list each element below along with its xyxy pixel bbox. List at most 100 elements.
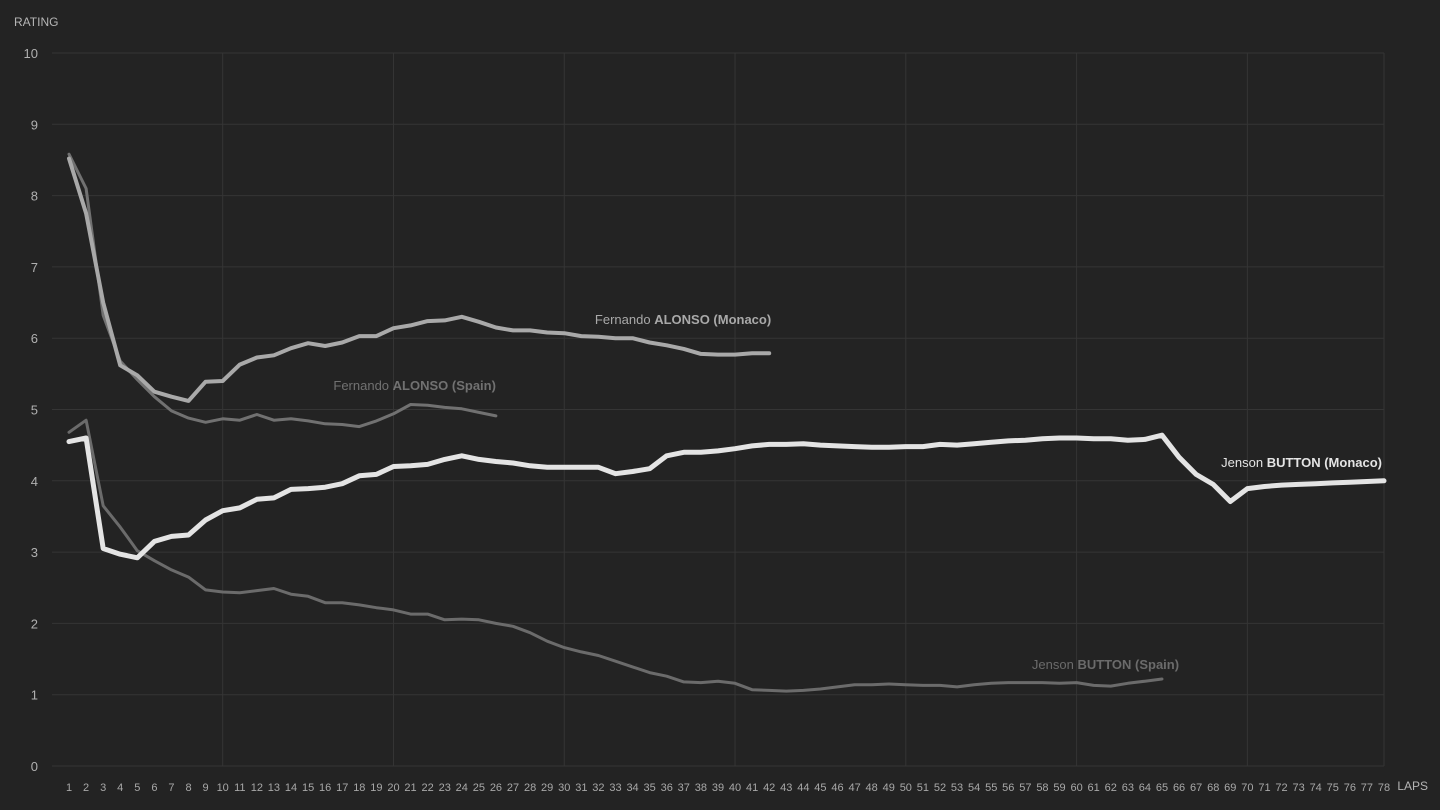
series-lines — [66, 152, 1387, 693]
x-tick-label: 33 — [609, 782, 621, 794]
x-tick-label: 13 — [268, 782, 280, 794]
x-tick-label: 48 — [866, 782, 878, 794]
x-tick-label: 8 — [185, 782, 191, 794]
x-tick-label: 71 — [1258, 782, 1270, 794]
x-tick-label: 59 — [1053, 782, 1065, 794]
x-tick-label: 77 — [1361, 782, 1373, 794]
x-tick-label: 42 — [763, 782, 775, 794]
x-tick-label: 10 — [217, 782, 229, 794]
y-tick-label: 4 — [31, 474, 38, 489]
x-tick-label: 44 — [797, 782, 809, 794]
series-line-2 — [67, 156, 772, 403]
y-tick-label: 7 — [31, 260, 38, 275]
y-tick-label: 8 — [31, 189, 38, 204]
x-tick-label: 32 — [592, 782, 604, 794]
x-tick-label: 67 — [1190, 782, 1202, 794]
x-tick-label: 38 — [695, 782, 707, 794]
x-tick-label: 36 — [661, 782, 673, 794]
y-axis-title: RATING — [14, 15, 58, 29]
x-tick-label: 65 — [1156, 782, 1168, 794]
series-label-last-name: ALONSO (Spain) — [393, 378, 496, 393]
x-tick-label: 55 — [985, 782, 997, 794]
x-tick-label: 58 — [1036, 782, 1048, 794]
y-tick-label: 0 — [31, 759, 38, 774]
x-tick-label: 46 — [831, 782, 843, 794]
x-tick-label: 49 — [883, 782, 895, 794]
x-tick-label: 40 — [729, 782, 741, 794]
series-label-last-name: ALONSO (Monaco) — [654, 312, 771, 327]
x-tick-label: 53 — [951, 782, 963, 794]
x-tick-label: 27 — [507, 782, 519, 794]
x-tick-label: 34 — [626, 782, 638, 794]
x-tick-label: 41 — [746, 782, 758, 794]
x-tick-label: 60 — [1070, 782, 1082, 794]
x-tick-label: 11 — [234, 782, 245, 794]
x-tick-label: 56 — [1002, 782, 1014, 794]
grid — [52, 52, 1385, 767]
x-tick-label: 35 — [644, 782, 656, 794]
x-tick-label: 68 — [1207, 782, 1219, 794]
x-tick-label: 70 — [1241, 782, 1253, 794]
x-tick-label: 31 — [575, 782, 587, 794]
x-tick-label: 7 — [168, 782, 174, 794]
x-tick-label: 19 — [370, 782, 382, 794]
x-tick-label: 14 — [285, 782, 297, 794]
x-tick-label: 63 — [1122, 782, 1134, 794]
x-tick-label: 39 — [712, 782, 724, 794]
y-tick-label: 1 — [31, 688, 38, 703]
x-axis-title: LAPS — [1397, 779, 1428, 793]
series-labels: Jenson BUTTON (Spain) Fernando ALONSO (Sp… — [333, 312, 1382, 672]
y-tick-label: 9 — [31, 117, 38, 132]
x-tick-label: 25 — [473, 782, 485, 794]
x-tick-label: 26 — [490, 782, 502, 794]
y-tick-label: 2 — [31, 616, 38, 631]
x-tick-label: 29 — [541, 782, 553, 794]
x-tick-label: 28 — [524, 782, 536, 794]
x-tick-label: 16 — [319, 782, 331, 794]
x-tick-label: 45 — [814, 782, 826, 794]
series-label-first-name: Fernando — [333, 378, 392, 393]
x-tick-label: 43 — [780, 782, 792, 794]
x-tick-label: 12 — [251, 782, 263, 794]
series-label-last-name: BUTTON (Spain) — [1077, 657, 1179, 672]
x-tick-label: 66 — [1173, 782, 1185, 794]
x-tick-label: 24 — [456, 782, 468, 794]
x-tick-label: 51 — [917, 782, 929, 794]
series-line-3 — [66, 432, 1387, 561]
series-line-1 — [67, 152, 498, 429]
x-tick-label: 18 — [353, 782, 365, 794]
x-tick-label: 5 — [134, 782, 140, 794]
x-tick-label: 15 — [302, 782, 314, 794]
series-label-first-name: Jenson — [1221, 455, 1267, 470]
x-tick-label: 37 — [678, 782, 690, 794]
y-tick-label: 3 — [31, 545, 38, 560]
x-tick-label: 72 — [1275, 782, 1287, 794]
series-line-0 — [67, 418, 1164, 693]
x-tick-label: 69 — [1224, 782, 1236, 794]
x-tick-label: 22 — [422, 782, 434, 794]
y-tick-label: 5 — [31, 403, 38, 418]
x-tick-label: 62 — [1105, 782, 1117, 794]
x-tick-label: 57 — [1019, 782, 1031, 794]
x-tick-label: 20 — [387, 782, 399, 794]
x-tick-label: 64 — [1139, 782, 1151, 794]
y-tick-label: 10 — [24, 46, 38, 61]
x-tick-label: 4 — [117, 782, 123, 794]
x-tick-label: 2 — [83, 782, 89, 794]
x-tick-label: 23 — [439, 782, 451, 794]
series-label-0: Jenson BUTTON (Spain) — [1032, 657, 1179, 672]
x-tick-label: 17 — [336, 782, 348, 794]
x-tick-label: 3 — [100, 782, 106, 794]
x-tick-label: 30 — [558, 782, 570, 794]
y-tick-label: 6 — [31, 331, 38, 346]
x-tick-label: 61 — [1088, 782, 1100, 794]
x-tick-label: 76 — [1344, 782, 1356, 794]
series-label-1: Fernando ALONSO (Spain) — [333, 378, 496, 393]
series-label-2: Fernando ALONSO (Monaco) — [595, 312, 771, 327]
x-tick-label: 21 — [404, 782, 416, 794]
x-tick-label: 9 — [203, 782, 209, 794]
x-tick-label: 52 — [934, 782, 946, 794]
x-tick-label: 47 — [848, 782, 860, 794]
x-tick-label: 1 — [66, 782, 72, 794]
